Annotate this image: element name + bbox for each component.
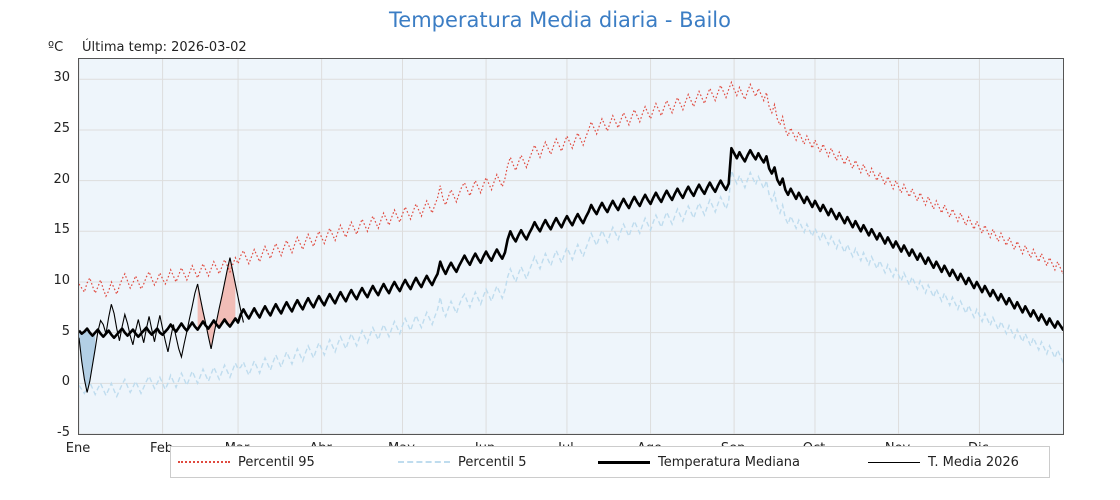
y-axis-tick-label: 25 bbox=[53, 120, 70, 136]
y-axis-tick-label: 30 bbox=[53, 70, 70, 86]
x-axis-tick-label: Ene bbox=[65, 441, 91, 456]
legend-item[interactable]: T. Media 2026 bbox=[868, 450, 1019, 474]
y-axis-tick-label: 10 bbox=[53, 272, 70, 288]
legend-swatch-2 bbox=[398, 461, 450, 463]
legend-item[interactable]: Percentil 5 bbox=[398, 450, 527, 474]
legend-label: Percentil 95 bbox=[238, 454, 315, 470]
legend-item[interactable]: Temperatura Mediana bbox=[598, 450, 800, 474]
legend-swatch-1 bbox=[178, 461, 230, 463]
page-title: Temperatura Media diaria - Bailo bbox=[389, 8, 731, 32]
y-axis-tick-label: 0 bbox=[61, 374, 70, 390]
y-axis-unit-label: ºC bbox=[48, 40, 64, 55]
chart-canvas bbox=[79, 59, 1063, 434]
legend-swatch-3 bbox=[598, 460, 650, 464]
x-axis-tick-label: Feb bbox=[150, 441, 174, 456]
legend-label: T. Media 2026 bbox=[928, 454, 1019, 470]
y-axis-tick-label: 15 bbox=[53, 222, 70, 238]
legend-swatch-4 bbox=[868, 461, 920, 463]
last-temp-label: Última temp: 2026-03-02 bbox=[82, 40, 247, 55]
chart-legend: Percentil 95 Percentil 5 Temperatura Media… bbox=[78, 446, 1064, 490]
legend-label: Percentil 5 bbox=[458, 454, 527, 470]
y-axis-tick-label: -5 bbox=[57, 425, 70, 440]
plot-area bbox=[78, 58, 1064, 435]
y-axis-tick-label: 20 bbox=[53, 171, 70, 187]
legend-label: Temperatura Mediana bbox=[658, 454, 800, 470]
y-axis-tick-label: 5 bbox=[61, 323, 70, 339]
legend-item[interactable]: Percentil 95 bbox=[178, 450, 315, 474]
